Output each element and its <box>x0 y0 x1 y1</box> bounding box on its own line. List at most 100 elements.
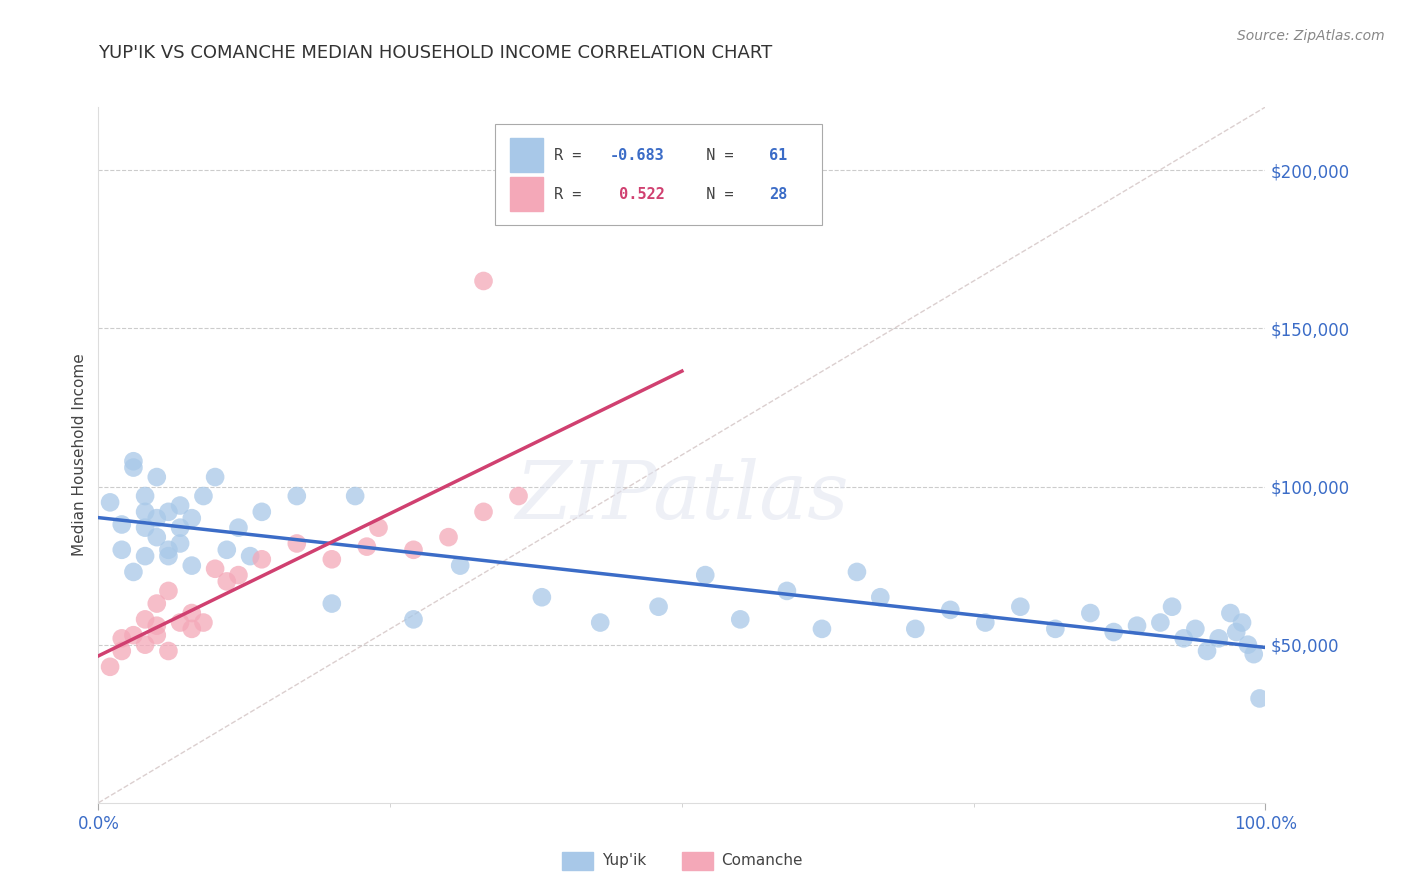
Point <box>180 606 202 620</box>
Point <box>1184 622 1206 636</box>
Point <box>730 612 752 626</box>
Point <box>1208 632 1230 646</box>
Point <box>134 521 156 535</box>
Point <box>402 542 425 557</box>
Point <box>1149 615 1171 630</box>
Point <box>367 521 389 535</box>
Point <box>146 530 169 544</box>
Point <box>1243 647 1265 661</box>
Point <box>146 511 169 525</box>
Point <box>974 615 997 630</box>
Point <box>904 622 927 636</box>
Point <box>180 511 202 525</box>
Point <box>157 505 180 519</box>
Point <box>321 552 343 566</box>
Point <box>122 565 145 579</box>
Point <box>1230 615 1253 630</box>
Point <box>228 568 250 582</box>
Text: Comanche: Comanche <box>721 854 803 868</box>
Point <box>122 628 145 642</box>
Point <box>1010 599 1032 614</box>
Point <box>250 505 273 519</box>
Point <box>239 549 262 563</box>
Text: 28: 28 <box>769 186 787 202</box>
Bar <box>510 177 543 211</box>
Point <box>356 540 378 554</box>
Text: N =: N = <box>688 186 742 202</box>
Point <box>98 495 121 509</box>
Point <box>1173 632 1195 646</box>
Point <box>1102 625 1125 640</box>
Point <box>1195 644 1218 658</box>
Point <box>508 489 530 503</box>
Point <box>647 599 669 614</box>
Point <box>134 638 156 652</box>
Point <box>811 622 834 636</box>
Point <box>180 622 202 636</box>
Point <box>869 591 891 605</box>
Point <box>204 470 226 484</box>
Y-axis label: Median Household Income: Median Household Income <box>72 353 87 557</box>
Point <box>1045 622 1067 636</box>
Point <box>180 558 202 573</box>
Point <box>1161 599 1184 614</box>
Point <box>939 603 962 617</box>
Point <box>157 583 180 598</box>
Point <box>589 615 612 630</box>
Point <box>122 454 145 468</box>
Text: -0.683: -0.683 <box>610 147 664 162</box>
Point <box>845 565 868 579</box>
Point <box>402 612 425 626</box>
Point <box>1126 618 1149 632</box>
Point <box>134 505 156 519</box>
Text: Source: ZipAtlas.com: Source: ZipAtlas.com <box>1237 29 1385 43</box>
Text: N =: N = <box>688 147 742 162</box>
Point <box>1249 691 1271 706</box>
Point <box>169 499 191 513</box>
Point <box>449 558 471 573</box>
Point <box>1219 606 1241 620</box>
Text: R =: R = <box>554 186 591 202</box>
Point <box>472 274 495 288</box>
Bar <box>510 137 543 172</box>
Point <box>134 612 156 626</box>
Point <box>111 542 134 557</box>
Point <box>344 489 367 503</box>
Point <box>111 632 134 646</box>
Point <box>146 628 169 642</box>
Point <box>122 460 145 475</box>
Text: YUP'IK VS COMANCHE MEDIAN HOUSEHOLD INCOME CORRELATION CHART: YUP'IK VS COMANCHE MEDIAN HOUSEHOLD INCO… <box>98 45 773 62</box>
Point <box>111 517 134 532</box>
Point <box>134 489 156 503</box>
Point <box>1080 606 1102 620</box>
Point <box>285 536 308 550</box>
Point <box>437 530 460 544</box>
Point <box>111 644 134 658</box>
Point <box>193 615 215 630</box>
Point <box>530 591 553 605</box>
Point <box>193 489 215 503</box>
Point <box>1237 638 1260 652</box>
Point <box>285 489 308 503</box>
Point <box>157 542 180 557</box>
Text: 0.522: 0.522 <box>610 186 664 202</box>
Text: 61: 61 <box>769 147 787 162</box>
Text: R =: R = <box>554 147 591 162</box>
Point <box>134 549 156 563</box>
Point <box>98 660 121 674</box>
Point <box>204 562 226 576</box>
Point <box>157 644 180 658</box>
Point <box>169 615 191 630</box>
Point <box>321 597 343 611</box>
Point <box>250 552 273 566</box>
Point <box>776 583 799 598</box>
Point <box>215 574 238 589</box>
FancyBboxPatch shape <box>495 124 823 226</box>
Point <box>146 470 169 484</box>
Text: ZIPatlas: ZIPatlas <box>515 458 849 535</box>
Point <box>146 618 169 632</box>
Text: Yup'ik: Yup'ik <box>602 854 645 868</box>
Point <box>169 521 191 535</box>
Point <box>695 568 717 582</box>
Point <box>157 549 180 563</box>
